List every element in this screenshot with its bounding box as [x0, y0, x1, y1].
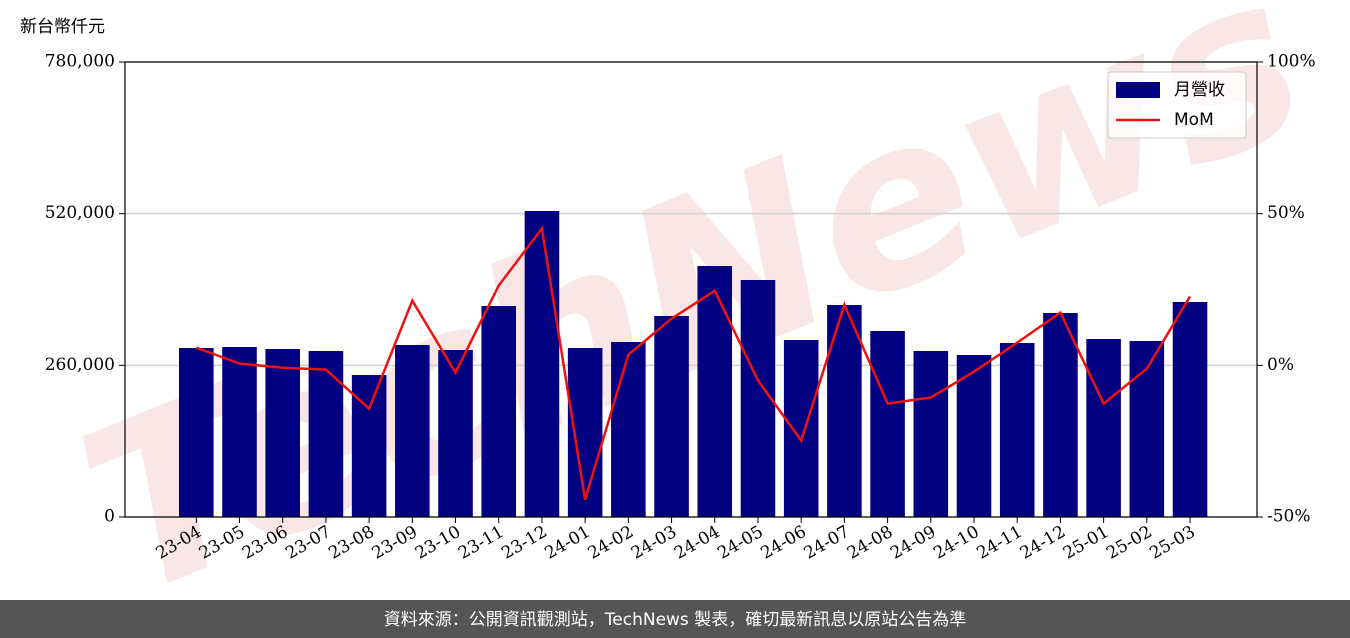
x-tick-label: 24-01 — [541, 522, 593, 564]
x-tick-label: 24-05 — [714, 522, 766, 564]
footer-bar — [0, 600, 1350, 638]
x-tick-label: 23-11 — [455, 522, 507, 564]
bar — [783, 340, 819, 517]
bar — [870, 330, 905, 517]
bar — [956, 355, 992, 517]
y2-tick-label: -50% — [1267, 507, 1311, 527]
y2-tick-label: 0% — [1267, 355, 1294, 375]
legend-label: 月營收 — [1174, 80, 1225, 100]
bar — [481, 306, 517, 517]
legend-label: MoM — [1174, 110, 1214, 130]
plot-frame — [124, 61, 1258, 518]
footer: 資料來源：公開資訊觀測站，TechNews 製表，確切最新訊息以原站公告為準 — [384, 610, 966, 630]
bar — [222, 347, 257, 517]
y-tick-label: 780,000 — [45, 52, 115, 72]
bar — [1043, 313, 1078, 517]
line — [195, 225, 1192, 501]
x-tick-label: 25-01 — [1060, 522, 1112, 564]
x-tick-label: 24-09 — [887, 522, 939, 564]
y2-tick-label: 100% — [1267, 52, 1316, 72]
bar — [1086, 339, 1121, 517]
x-tick-label: 23-12 — [498, 522, 550, 564]
x-tick-label: 24-08 — [844, 522, 896, 564]
y-axis-label: 新台幣仟元 — [20, 17, 105, 37]
x-tick-label: 24-06 — [757, 522, 809, 564]
bar — [913, 350, 949, 517]
legend-swatch — [1116, 82, 1160, 98]
x-tick-label: 25-02 — [1103, 522, 1155, 564]
bar — [1129, 341, 1165, 517]
bar — [265, 349, 300, 517]
bar — [1172, 301, 1208, 517]
y2-tick-label: 50% — [1267, 203, 1305, 223]
bar — [611, 342, 646, 517]
x-tick-label: 24-02 — [585, 522, 637, 564]
x-tick-label: 25-03 — [1146, 522, 1198, 564]
x-tick-label: 24-12 — [1017, 522, 1069, 564]
bar — [999, 342, 1035, 517]
x-tick-label: 24-03 — [628, 522, 680, 564]
bar — [697, 265, 733, 517]
bar — [438, 349, 473, 517]
bar — [654, 315, 689, 517]
bar — [567, 348, 603, 517]
x-tick-label: 24-10 — [930, 522, 982, 564]
y-tick-label: 520,000 — [45, 203, 115, 223]
x-tick-label: 24-04 — [671, 522, 723, 564]
y-tick-label: 0 — [104, 507, 115, 527]
x-tick-label: 24-07 — [801, 522, 853, 564]
bar — [827, 305, 862, 517]
y-tick-label: 260,000 — [45, 355, 115, 375]
bar — [308, 350, 344, 517]
x-tick-label: 24-11 — [974, 522, 1026, 564]
bar — [179, 348, 214, 517]
bar — [524, 210, 560, 517]
bar — [395, 344, 430, 517]
